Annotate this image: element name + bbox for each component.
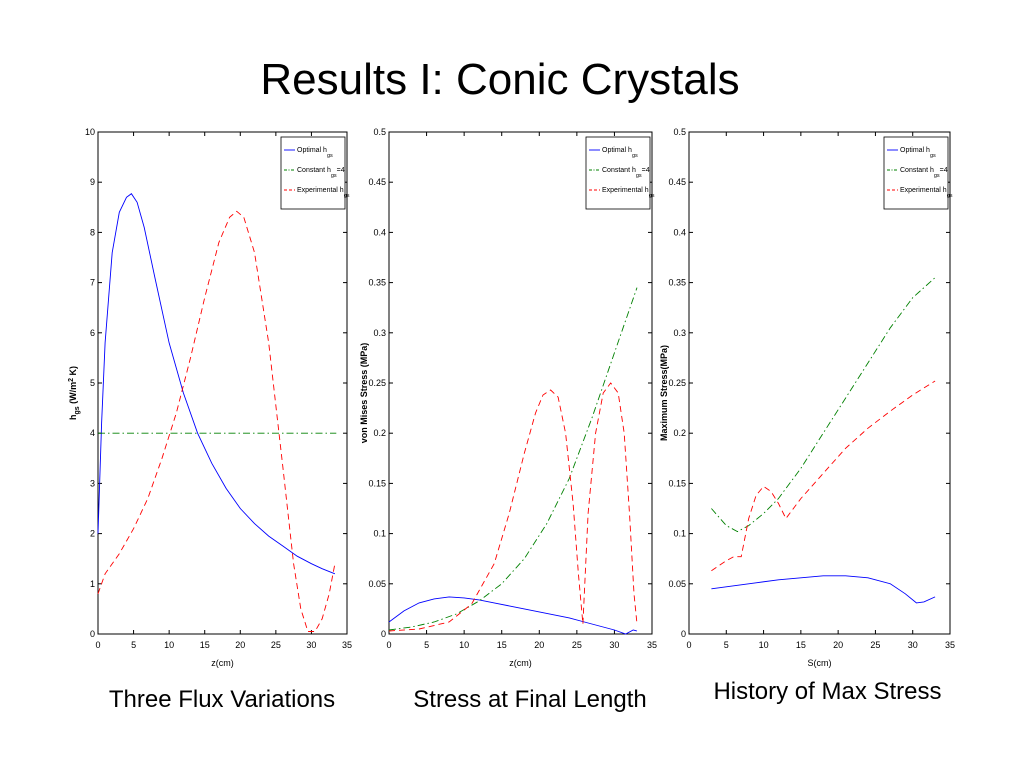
x-axis-label: z(cm) bbox=[211, 658, 234, 668]
legend-entry-1: Optimal hgs bbox=[297, 147, 333, 159]
y-tick-label: 0 bbox=[381, 629, 386, 639]
series-line-3 bbox=[97, 210, 336, 632]
y-tick-label: 0.15 bbox=[368, 478, 386, 488]
y-tick-label: 0.4 bbox=[673, 227, 686, 237]
y-tick-label: 7 bbox=[90, 278, 95, 288]
legend-entry-2: Constant hgs=4 bbox=[297, 167, 345, 179]
y-axis-label: Maximum Stress(MPa) bbox=[659, 345, 669, 441]
x-tick-label: 25 bbox=[271, 640, 281, 650]
y-tick-label: 9 bbox=[90, 177, 95, 187]
x-tick-label: 15 bbox=[200, 640, 210, 650]
x-tick-label: 20 bbox=[534, 640, 544, 650]
y-tick-label: 0.05 bbox=[668, 579, 686, 589]
y-tick-label: 0.05 bbox=[368, 579, 386, 589]
x-tick-label: 30 bbox=[306, 640, 316, 650]
y-tick-label: 0.3 bbox=[673, 328, 686, 338]
legend-entry-3: Experimental hgs bbox=[602, 187, 655, 199]
y-tick-label: 8 bbox=[90, 227, 95, 237]
legend-entry-1: Optimal hgs bbox=[900, 147, 936, 159]
x-tick-label: 5 bbox=[724, 640, 729, 650]
y-tick-label: 4 bbox=[90, 428, 95, 438]
legend-entry-2: Constant hgs=4 bbox=[900, 167, 948, 179]
series-line-3 bbox=[388, 382, 638, 632]
y-tick-label: 0.2 bbox=[673, 428, 686, 438]
legend: Optimal hgs Constant hgs=4 Experimental hg… bbox=[883, 136, 953, 210]
x-axis-label: z(cm) bbox=[509, 658, 532, 668]
y-tick-label: 0.15 bbox=[668, 478, 686, 488]
y-axis-label: hgs (W/m2 K) bbox=[68, 366, 81, 420]
slide-title: Results I: Conic Crystals bbox=[260, 55, 740, 104]
y-tick-label: 0.5 bbox=[673, 127, 686, 137]
chart-3: 0 5 10 15 20 25 30 35 0 0.05 0.1 0.15 0.2 0.25 0.3 0.35… bbox=[659, 127, 955, 668]
y-tick-label: 0.1 bbox=[373, 529, 386, 539]
x-tick-label: 5 bbox=[424, 640, 429, 650]
y-tick-label: 0.25 bbox=[668, 378, 686, 388]
y-tick-label: 10 bbox=[85, 127, 95, 137]
series-line-1 bbox=[97, 193, 336, 575]
x-tick-label: 15 bbox=[497, 640, 507, 650]
x-axis-label: S(cm) bbox=[808, 658, 832, 668]
y-tick-label: 0.25 bbox=[368, 378, 386, 388]
legend-box bbox=[883, 136, 949, 210]
x-tick-label: 15 bbox=[796, 640, 806, 650]
legend-box bbox=[585, 136, 651, 210]
y-tick-label: 0.4 bbox=[373, 227, 386, 237]
x-tick-label: 5 bbox=[131, 640, 136, 650]
y-tick-label: 6 bbox=[90, 328, 95, 338]
legend-entry-2: Constant hgs=4 bbox=[602, 167, 650, 179]
y-tick-label: 1 bbox=[90, 579, 95, 589]
y-tick-label: 0 bbox=[90, 629, 95, 639]
x-tick-label: 0 bbox=[95, 640, 100, 650]
x-tick-label: 10 bbox=[759, 640, 769, 650]
y-tick-label: 0.2 bbox=[373, 428, 386, 438]
y-tick-label: 0.35 bbox=[668, 278, 686, 288]
y-tick-label: 0 bbox=[681, 629, 686, 639]
x-tick-label: 25 bbox=[572, 640, 582, 650]
y-tick-label: 0.45 bbox=[668, 177, 686, 187]
series-line-2 bbox=[711, 277, 936, 533]
x-tick-label: 20 bbox=[235, 640, 245, 650]
y-tick-label: 0.45 bbox=[368, 177, 386, 187]
series-line-3 bbox=[711, 380, 936, 572]
caption-max-stress: History of Max Stress bbox=[713, 678, 942, 705]
legend-entry-3: Experimental hgs bbox=[900, 187, 953, 199]
x-tick-label: 30 bbox=[908, 640, 918, 650]
x-tick-label: 35 bbox=[647, 640, 657, 650]
legend: Optimal hgs Constant hgs=4 Experimental hg… bbox=[280, 136, 350, 210]
series-line-1 bbox=[388, 596, 638, 635]
caption-flux: Three Flux Variations bbox=[108, 686, 336, 713]
y-tick-label: 0.1 bbox=[673, 529, 686, 539]
x-tick-label: 35 bbox=[945, 640, 955, 650]
x-tick-label: 0 bbox=[386, 640, 391, 650]
x-tick-label: 25 bbox=[870, 640, 880, 650]
legend-entry-3: Experimental hgs bbox=[297, 187, 350, 199]
x-tick-label: 10 bbox=[459, 640, 469, 650]
x-tick-label: 30 bbox=[609, 640, 619, 650]
x-tick-label: 10 bbox=[164, 640, 174, 650]
y-tick-label: 2 bbox=[90, 529, 95, 539]
legend-box bbox=[280, 136, 346, 210]
y-tick-label: 0.35 bbox=[368, 278, 386, 288]
x-tick-label: 0 bbox=[686, 640, 691, 650]
y-axis-label: von Mises Stress (MPa) bbox=[359, 343, 369, 444]
y-tick-label: 5 bbox=[90, 378, 95, 388]
series-line-2 bbox=[388, 287, 638, 631]
y-tick-label: 3 bbox=[90, 478, 95, 488]
x-tick-label: 20 bbox=[833, 640, 843, 650]
y-tick-label: 0.3 bbox=[373, 328, 386, 338]
legend: Optimal hgs Constant hgs=4 Experimental hg… bbox=[585, 136, 655, 210]
legend-entry-1: Optimal hgs bbox=[602, 147, 638, 159]
y-tick-label: 0.5 bbox=[373, 127, 386, 137]
caption-final-stress: Stress at Final Length bbox=[413, 686, 647, 713]
chart-2: 0 5 10 15 20 25 30 35 0 0.05 0.1 0.15 0.2 0.25 0.3 0.35… bbox=[359, 127, 657, 668]
chart-1: 0 5 10 15 20 25 30 35 0 1 2 3 4 5 6 7 8 9 10 z(cm) hgs (W/m2… bbox=[68, 127, 352, 668]
series-line-1 bbox=[711, 575, 936, 604]
x-tick-label: 35 bbox=[342, 640, 352, 650]
